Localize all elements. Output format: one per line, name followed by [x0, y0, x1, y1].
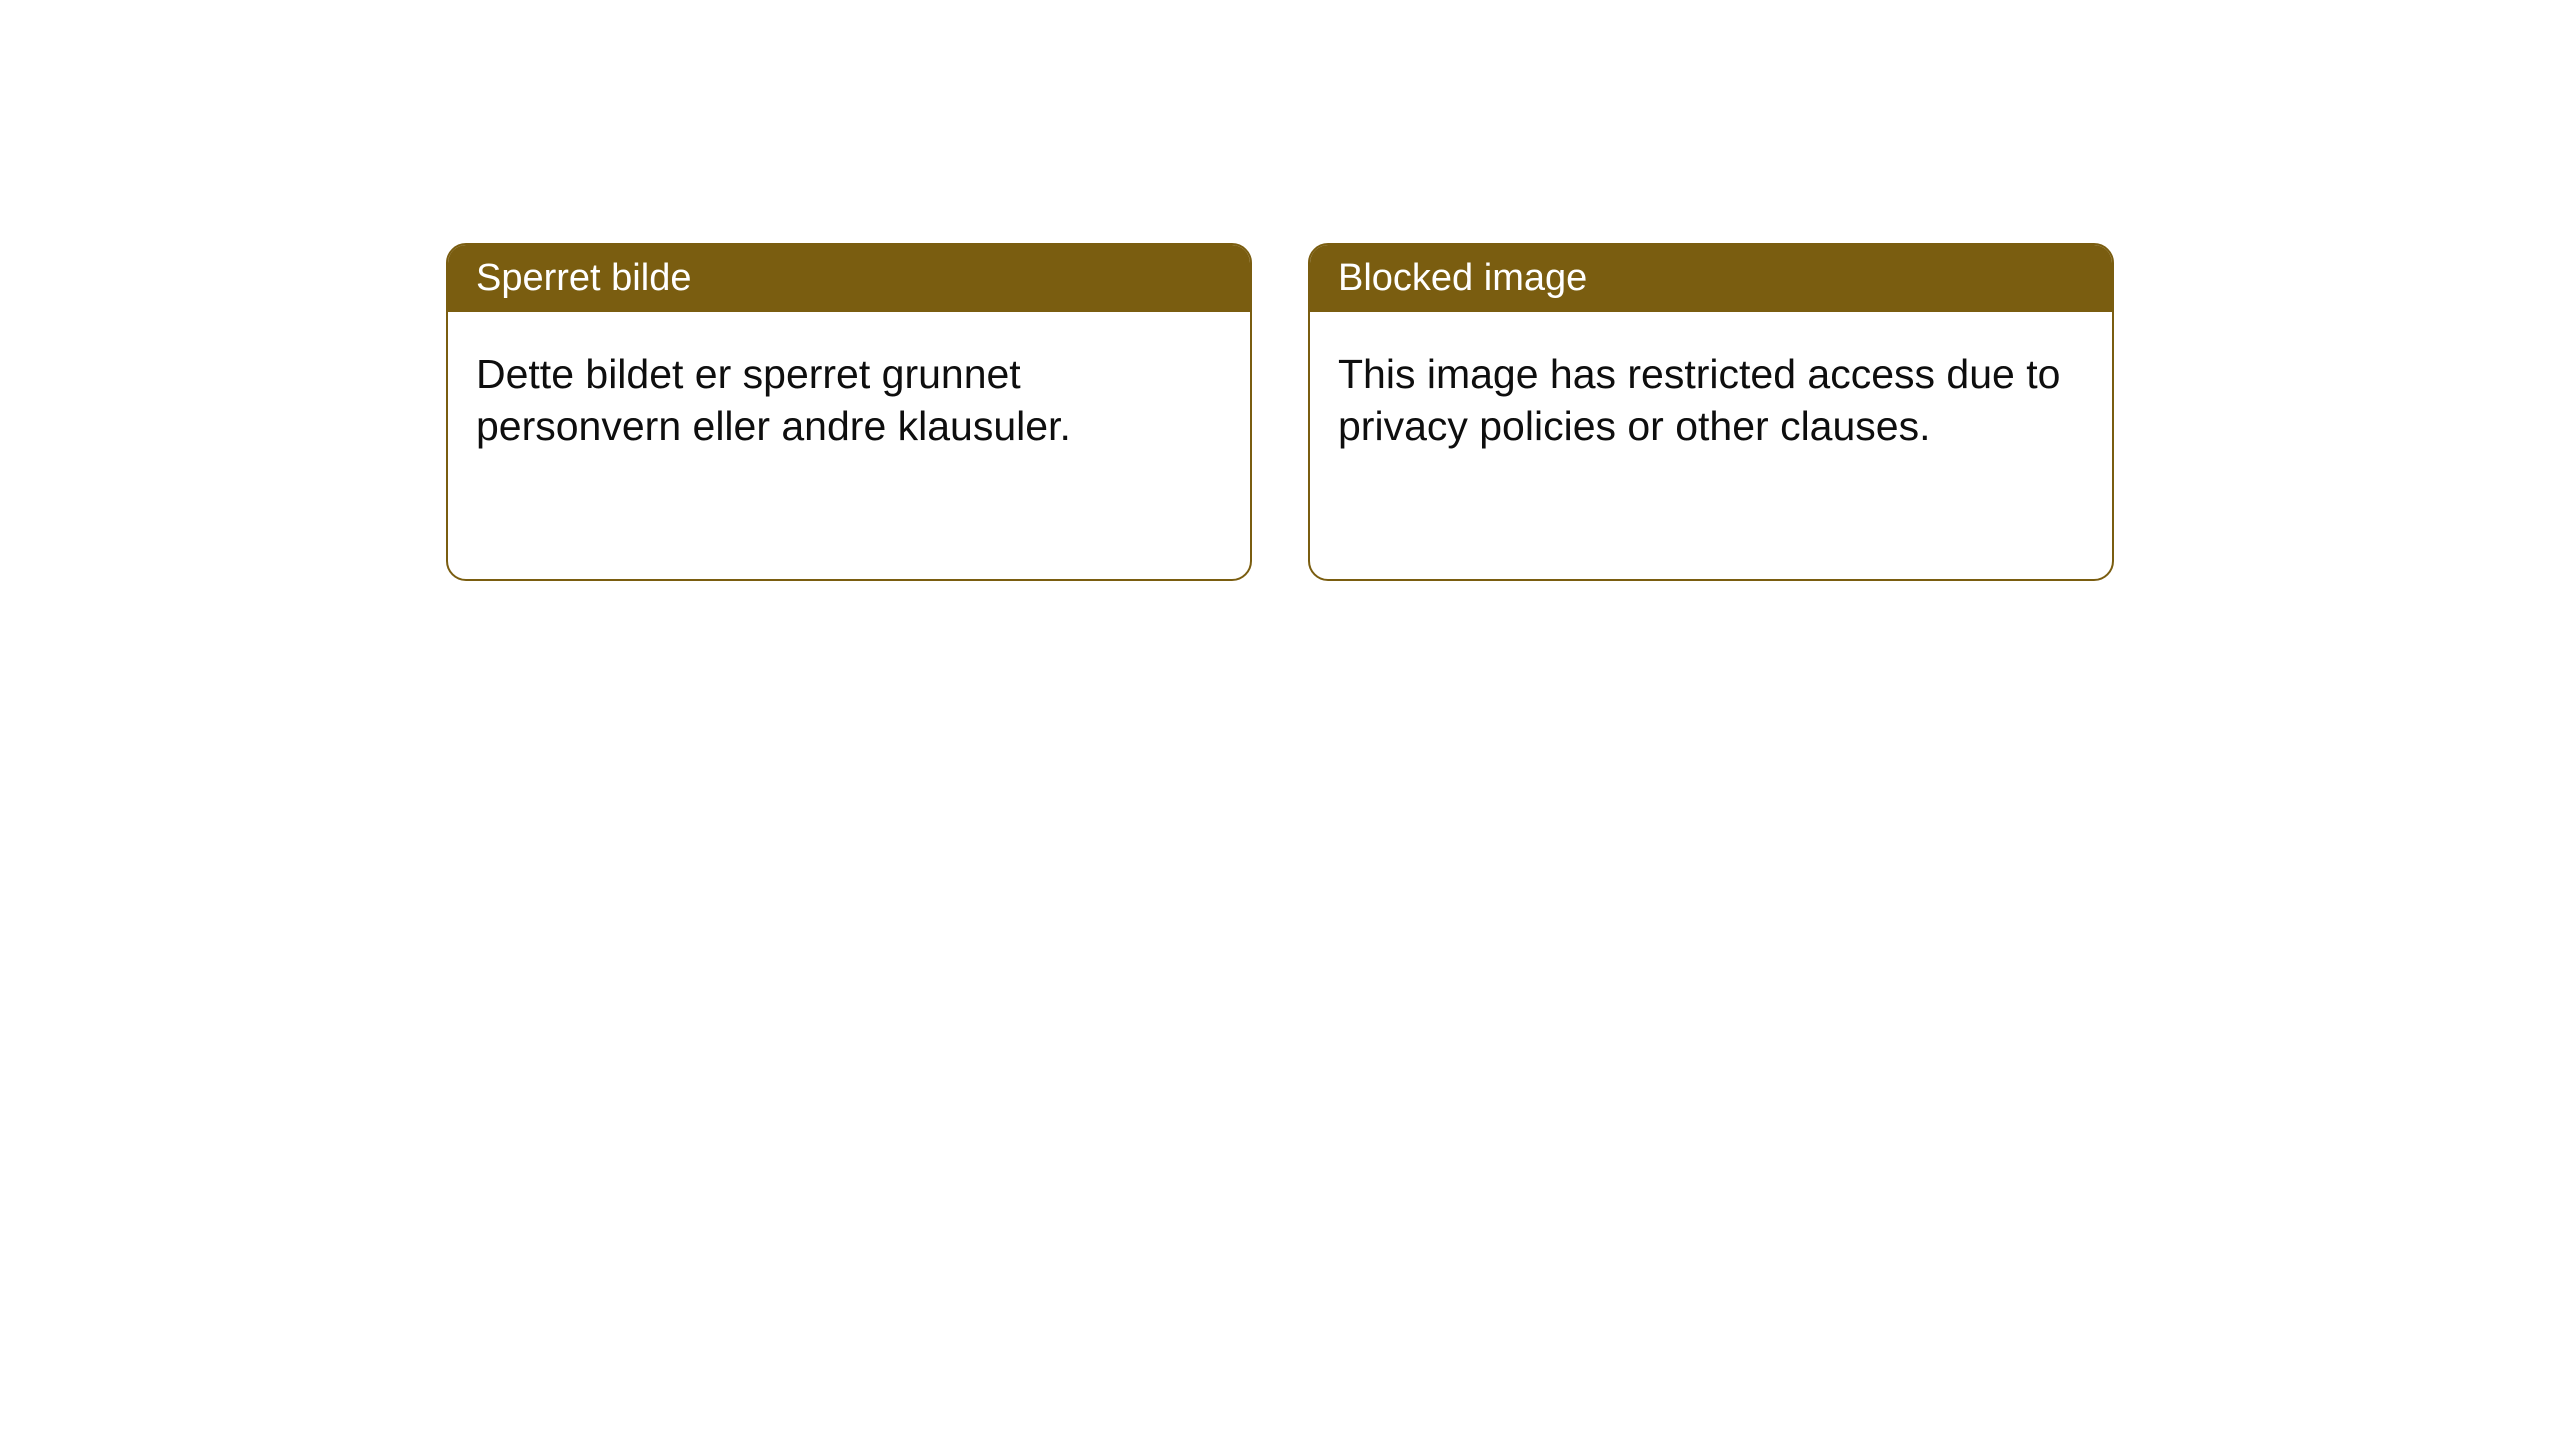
notice-body-no: Dette bildet er sperret grunnet personve… [448, 312, 1250, 489]
notice-card-en: Blocked image This image has restricted … [1308, 243, 2114, 581]
notice-container: Sperret bilde Dette bildet er sperret gr… [446, 243, 2114, 581]
notice-card-no: Sperret bilde Dette bildet er sperret gr… [446, 243, 1252, 581]
notice-title-en: Blocked image [1310, 245, 2112, 312]
notice-title-no: Sperret bilde [448, 245, 1250, 312]
notice-body-en: This image has restricted access due to … [1310, 312, 2112, 489]
